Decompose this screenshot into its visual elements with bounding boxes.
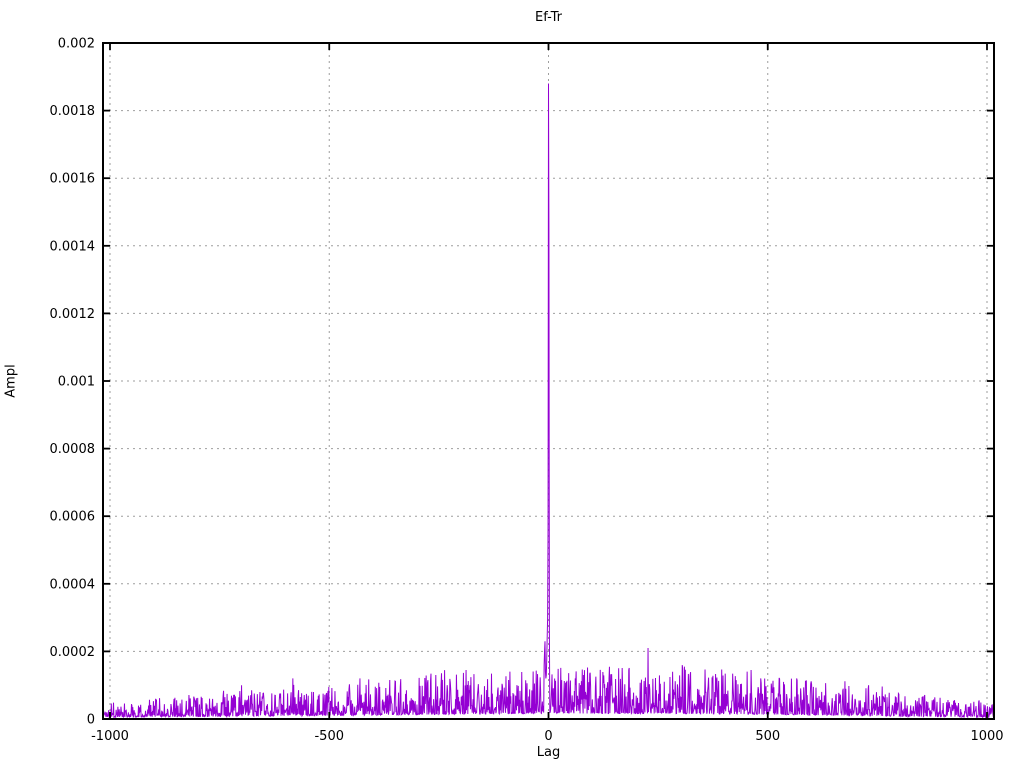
y-tick-label: 0.0014: [50, 239, 96, 254]
y-tick-label: 0.0016: [50, 172, 96, 187]
y-tick-label: 0.0008: [50, 442, 96, 457]
x-tick-label: -1000: [91, 729, 129, 744]
correlation-line: [102, 83, 995, 719]
y-tick-label: 0.0004: [50, 577, 96, 592]
y-tick-label: 0.001: [58, 375, 95, 390]
y-tick-label: 0.0006: [50, 510, 96, 525]
x-tick-label: 0: [544, 729, 552, 744]
y-tick-label: 0.0018: [50, 104, 96, 119]
y-tick-label: 0.0012: [50, 307, 96, 322]
x-tick-label: 1000: [970, 729, 1003, 744]
y-tick-label: 0.002: [58, 37, 95, 52]
y-tick-label: 0: [87, 713, 95, 728]
x-tick-label: -500: [314, 729, 344, 744]
x-tick-label: 500: [755, 729, 780, 744]
chart-title: Ef-Tr: [535, 10, 562, 25]
x-axis-title: Lag: [536, 745, 561, 760]
y-tick-label: 0.0002: [50, 645, 96, 660]
